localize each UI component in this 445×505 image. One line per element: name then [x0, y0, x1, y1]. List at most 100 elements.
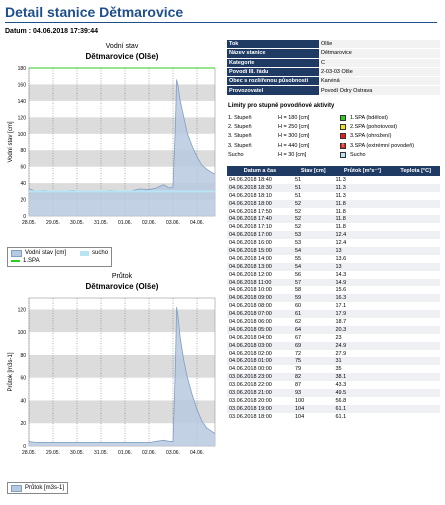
info-key: Tok: [227, 40, 319, 50]
y-tick-label: 80: [20, 353, 26, 359]
column-header: Datum a čas: [227, 166, 293, 176]
table-cell: 04.06.2018 17:00: [227, 231, 293, 240]
measurements-table: Datum a čas Stav [cm] Průtok [m³s⁻¹] Teplot…: [227, 166, 440, 421]
table-cell: 16.3: [333, 294, 392, 303]
y-tick-label: 120: [18, 115, 27, 121]
table-cell: 15.6: [335, 287, 347, 294]
limit-color-icon: [340, 114, 346, 121]
table-cell: 55: [294, 255, 302, 262]
table-cell: 58: [294, 287, 302, 294]
table-cell: 24.9: [333, 341, 392, 350]
chart-title: Průtok: [112, 272, 133, 280]
table-row: 04.06.2018 05:00 64 20.3: [227, 325, 440, 334]
table-cell: 52: [294, 224, 302, 231]
table-row: 04.06.2018 17:50 52 11.8: [227, 208, 440, 216]
table-cell: [391, 183, 440, 192]
limit-color-icon: [340, 133, 346, 140]
table-cell: [391, 357, 440, 366]
table-row: 04.06.2018 02:00 72 27.9: [227, 350, 440, 358]
table-cell: 04.06.2018 17:50: [229, 208, 272, 215]
limits-heading: Limity pro stupně povodňové aktivity: [228, 103, 335, 109]
limit-row: Sucho H = 30 [cm] Sucho: [228, 150, 440, 159]
table-cell: 04.06.2018 18:10: [229, 192, 272, 199]
table-cell: [391, 247, 440, 255]
table-row: 04.06.2018 17:00 53 12.4: [227, 231, 440, 240]
table-cell: [391, 223, 440, 231]
limit-value: H = 440 [cm]: [278, 142, 310, 149]
table-cell: [391, 286, 440, 294]
table-row: 04.06.2018 14:00 55 13.6: [227, 255, 440, 263]
table-cell: 12.4: [333, 231, 392, 240]
x-tick-label: 31.05.: [94, 450, 108, 456]
table-row: 04.06.2018 17:10 52 11.8: [227, 223, 440, 231]
table-row: 03.06.2018 18:00 104 61.1: [227, 413, 440, 421]
table-cell: 04.06.2018 03:00: [227, 341, 293, 350]
table-cell: 03.06.2018 23:00: [227, 373, 293, 382]
limit-value: H = 180 [cm]: [278, 114, 310, 121]
grid-band: [29, 117, 215, 134]
x-tick-label: 29.05.: [46, 220, 60, 226]
table-row: 04.06.2018 08:00 60 17.1: [227, 302, 440, 310]
flow-chart: Průtok Dětmarovice (Olše) 0 20 40 60 80 100 120 2…: [5, 268, 220, 463]
table-cell: 12.4: [335, 240, 347, 247]
y-tick-label: 20: [20, 198, 26, 204]
table-cell: 03.06.2018 21:00: [227, 389, 293, 397]
y-tick-label: 160: [18, 82, 27, 88]
table-cell: 04.06.2018 04:00: [229, 334, 272, 341]
table-row: 04.06.2018 00:00 79 35: [227, 365, 440, 373]
table-cell: 104: [294, 413, 305, 420]
table-cell: [391, 350, 440, 358]
table-cell: [391, 199, 440, 208]
chart-subtitle: Dětmarovice (Olše): [86, 282, 159, 291]
table-cell: 87: [294, 382, 302, 389]
limit-value: H = 250 [cm]: [278, 123, 310, 130]
limit-level: 2. Stupeň: [228, 123, 252, 130]
water-level-chart: Vodní stav Dětmarovice (Olše) 0 20 40 60 80 100…: [5, 38, 220, 233]
table-cell: 27.9: [335, 350, 347, 357]
table-cell: 52: [292, 199, 334, 208]
table-cell: 72: [294, 350, 302, 357]
table-cell: [391, 318, 440, 326]
info-value: Olše: [319, 40, 440, 50]
table-cell: [391, 192, 440, 200]
table-cell: 04.06.2018 07:00: [227, 310, 293, 319]
table-cell: 53: [292, 231, 334, 240]
grid-band: [29, 150, 215, 167]
table-row: 03.06.2018 22:00 87 43.3: [227, 381, 440, 389]
limit-value: H = 300 [cm]: [278, 133, 310, 140]
table-row: 04.06.2018 12:00 56 14.3: [227, 271, 440, 279]
info-row: Tok Olše: [227, 40, 440, 50]
table-cell: 59: [292, 294, 334, 303]
table-cell: 04.06.2018 18:00: [227, 199, 293, 208]
info-key: Název stanice: [227, 48, 319, 59]
table-cell: [391, 231, 440, 240]
y-tick-label: 60: [20, 376, 26, 382]
table-cell: 51: [292, 183, 334, 192]
legend-label-spa: 1.SPA: [23, 258, 40, 264]
info-value: Dětmarovice: [319, 48, 440, 59]
table-row: 04.06.2018 07:00 61 17.9: [227, 310, 440, 319]
limit-level: 3. Stupeň: [228, 142, 252, 149]
table-cell: 04.06.2018 16:00: [229, 240, 272, 247]
table-cell: 61: [292, 310, 334, 319]
x-tick-label: 02.06.: [142, 220, 156, 226]
x-tick-label: 30.05.: [70, 450, 84, 456]
water-level-chart-svg: Vodní stav Dětmarovice (Olše) 0 20 40 60 80 100…: [8, 43, 216, 226]
table-cell: 18.7: [335, 318, 347, 325]
table-cell: 61.1: [333, 404, 392, 413]
limit-description: 2.SPA (pohotovost): [350, 123, 397, 130]
table-cell: [391, 208, 440, 216]
limit-description: 1.SPA (bdělost): [350, 114, 388, 121]
table-cell: [391, 310, 440, 319]
table-cell: 13: [333, 262, 392, 271]
table-row: 04.06.2018 18:00 52 11.8: [227, 199, 440, 208]
table-cell: [391, 215, 440, 224]
table-cell: 100: [294, 397, 305, 404]
limit-level: Sucho: [228, 151, 244, 158]
table-cell: 03.06.2018 20:00: [229, 397, 272, 404]
table-row: 03.06.2018 21:00 93 49.5: [227, 389, 440, 397]
limit-color-icon: !: [340, 142, 346, 149]
legend-label-flow: Průtok [m3s-1]: [25, 485, 65, 491]
table-cell: 04.06.2018 08:00: [229, 303, 272, 310]
table-row: 04.06.2018 13:00 54 13: [227, 262, 440, 271]
